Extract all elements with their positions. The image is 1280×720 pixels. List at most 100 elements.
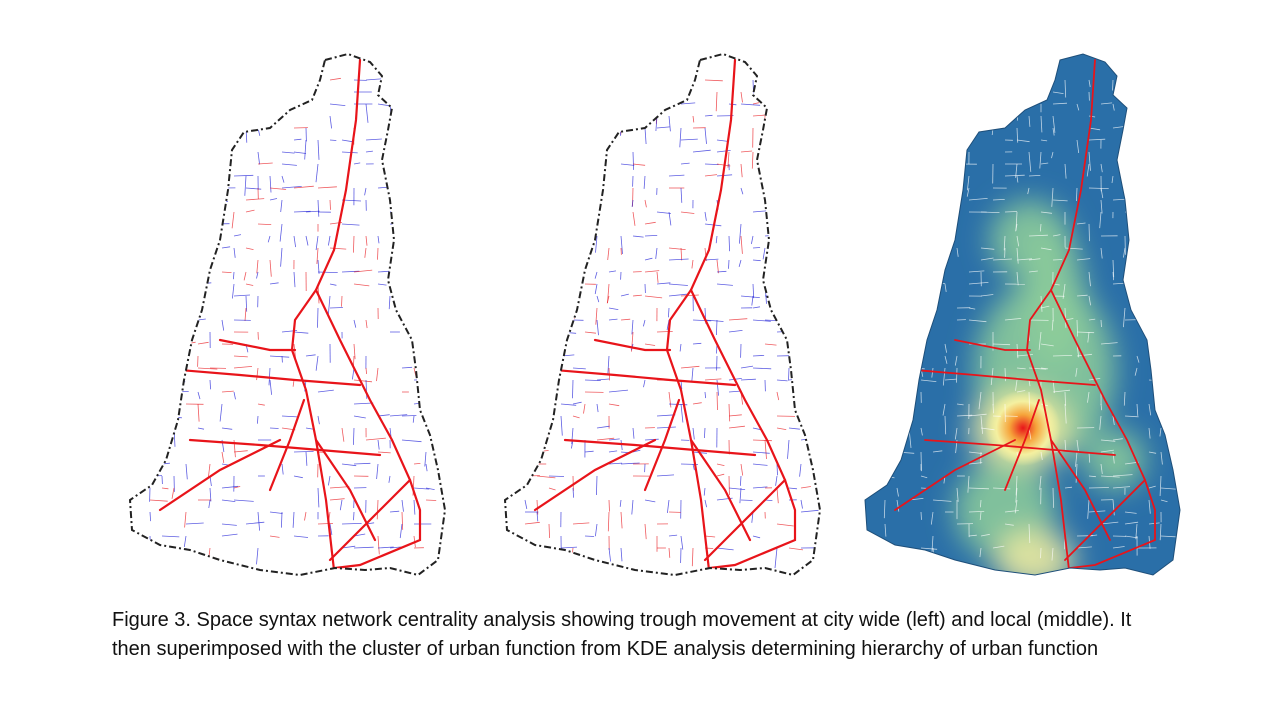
minor-street — [583, 103, 586, 112]
minor-street — [171, 487, 175, 499]
minor-street — [1028, 175, 1041, 177]
minor-street — [956, 103, 958, 123]
minor-street — [596, 403, 599, 413]
minor-street — [149, 535, 151, 556]
minor-street — [173, 391, 189, 393]
minor-street — [715, 235, 718, 244]
minor-street — [1100, 319, 1102, 328]
minor-street — [896, 223, 898, 239]
minor-street — [149, 427, 151, 444]
minor-street — [425, 103, 442, 106]
minor-street — [317, 271, 338, 273]
minor-street — [377, 546, 394, 549]
minor-street — [389, 210, 399, 213]
minor-street — [680, 79, 682, 99]
minor-street — [1051, 187, 1054, 207]
minor-street — [1160, 451, 1163, 465]
minor-street — [1015, 379, 1018, 391]
minor-street — [560, 139, 562, 156]
minor-street — [1040, 343, 1054, 347]
main-road — [1026, 59, 1096, 571]
minor-street — [401, 415, 417, 417]
minor-street — [751, 151, 754, 169]
minor-street — [656, 331, 673, 333]
minor-street — [328, 295, 331, 315]
minor-street — [376, 499, 379, 520]
minor-street — [1099, 211, 1102, 229]
minor-street — [608, 547, 611, 562]
minor-street — [269, 427, 279, 429]
minor-street — [257, 127, 261, 136]
minor-street — [377, 414, 390, 417]
minor-street — [608, 270, 617, 273]
minor-street — [728, 390, 741, 393]
minor-street — [209, 379, 211, 390]
minor-street — [161, 415, 182, 419]
minor-street — [595, 235, 598, 253]
minor-street — [918, 235, 922, 253]
minor-street — [173, 235, 181, 239]
minor-street — [776, 379, 788, 382]
minor-street — [764, 270, 783, 273]
minor-street — [233, 366, 253, 369]
minor-street — [233, 355, 248, 358]
minor-street — [245, 198, 265, 201]
minor-street — [341, 139, 354, 143]
minor-street — [716, 463, 725, 466]
minor-street — [1100, 102, 1113, 105]
minor-street — [221, 485, 239, 489]
minor-street — [572, 127, 592, 130]
minor-street — [884, 283, 888, 303]
minor-street — [692, 402, 702, 405]
minor-street — [365, 437, 386, 441]
minor-street — [608, 450, 618, 453]
minor-street — [1016, 367, 1026, 370]
minor-street — [643, 175, 646, 189]
minor-street — [267, 235, 271, 243]
minor-street — [668, 258, 689, 261]
city-wide-map-svg — [128, 52, 447, 577]
minor-street — [752, 535, 761, 539]
minor-street — [353, 415, 366, 419]
minor-street — [1051, 151, 1054, 159]
minor-street — [536, 511, 539, 522]
minor-street — [548, 126, 564, 129]
minor-street — [608, 90, 620, 93]
minor-street — [1087, 391, 1090, 403]
minor-street — [979, 547, 982, 558]
minor-street — [256, 547, 259, 565]
minor-street — [632, 235, 644, 238]
minor-street — [1004, 91, 1008, 101]
minor-street — [184, 511, 187, 528]
minor-street — [149, 127, 163, 129]
main-road — [328, 478, 412, 562]
minor-street — [535, 319, 538, 335]
minor-street — [691, 367, 694, 381]
minor-street — [704, 79, 723, 82]
minor-street — [1088, 138, 1106, 141]
minor-street — [606, 295, 610, 304]
minor-street — [1136, 403, 1139, 416]
minor-street — [704, 319, 724, 322]
minor-street — [668, 293, 687, 297]
minor-street — [608, 499, 610, 512]
minor-street — [1112, 451, 1115, 464]
minor-street — [1052, 102, 1068, 105]
minor-street — [884, 295, 887, 306]
minor-street — [536, 235, 554, 237]
minor-street — [920, 427, 923, 436]
minor-street — [788, 378, 802, 381]
minor-street — [632, 427, 635, 439]
minor-street — [173, 247, 176, 266]
minor-street — [691, 259, 694, 269]
minor-street — [317, 186, 337, 189]
minor-street — [425, 211, 429, 225]
minor-street — [183, 187, 187, 199]
minor-street — [548, 319, 552, 339]
minor-street — [1158, 235, 1162, 247]
minor-street — [305, 354, 316, 357]
minor-street — [293, 535, 309, 538]
minor-street — [992, 199, 1005, 201]
minor-street — [1039, 151, 1042, 169]
minor-street — [620, 547, 623, 562]
